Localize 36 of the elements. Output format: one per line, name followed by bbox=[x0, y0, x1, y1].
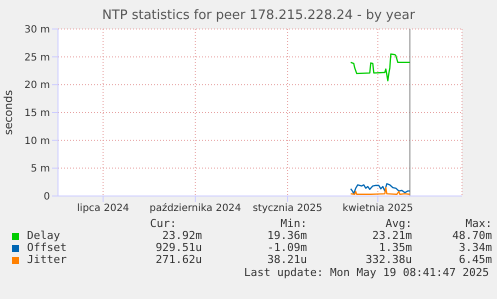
text: 3.34m bbox=[458, 241, 492, 254]
text: Max: bbox=[464, 217, 492, 230]
chart-title: NTP statistics for peer 178.215.228.24 - by year bbox=[101, 7, 416, 24]
x-tick-label: października 2024 bbox=[149, 202, 242, 214]
line-series bbox=[350, 53, 411, 82]
y-tick-label: 25 m bbox=[24, 52, 50, 64]
text: 929.51u bbox=[154, 241, 202, 254]
text: 19.36m bbox=[266, 229, 307, 242]
text: 23.92m bbox=[161, 229, 202, 242]
y-tick-label: 30 m bbox=[24, 24, 50, 36]
line-series bbox=[350, 183, 411, 194]
text: Avg: bbox=[384, 217, 412, 230]
text: 48.70m bbox=[451, 229, 492, 242]
y-tick-label: 5 m bbox=[30, 164, 50, 175]
y-tick-label: 0 bbox=[44, 192, 50, 203]
text: -1.09m bbox=[266, 241, 307, 254]
text: Cur: bbox=[149, 217, 178, 230]
legend-label: Offset bbox=[26, 241, 68, 254]
x-tick-label: lipca 2024 bbox=[77, 203, 130, 214]
text: 6.45m bbox=[458, 253, 492, 266]
text: Min: bbox=[280, 217, 307, 230]
y-axis-title: seconds bbox=[2, 90, 15, 135]
text: 38.21u bbox=[266, 253, 307, 266]
legend-label: Jitter bbox=[26, 253, 68, 266]
text: Last update: Mon May 19 08:41:47 2025 bbox=[242, 266, 489, 279]
y-tick-label: 15 m bbox=[24, 108, 50, 120]
x-tick-label: kwietnia 2025 bbox=[342, 203, 414, 214]
text: 23.21m bbox=[371, 229, 412, 242]
text: 332.38u bbox=[364, 253, 412, 266]
legend-label: Delay bbox=[26, 229, 62, 242]
text: 1.35m bbox=[378, 241, 412, 254]
y-tick-label: 20 m bbox=[24, 80, 50, 92]
line-series bbox=[350, 187, 411, 195]
text: 271.62u bbox=[154, 253, 202, 266]
y-tick-label: 10 m bbox=[24, 136, 50, 147]
x-tick-label: stycznia 2025 bbox=[252, 203, 322, 214]
